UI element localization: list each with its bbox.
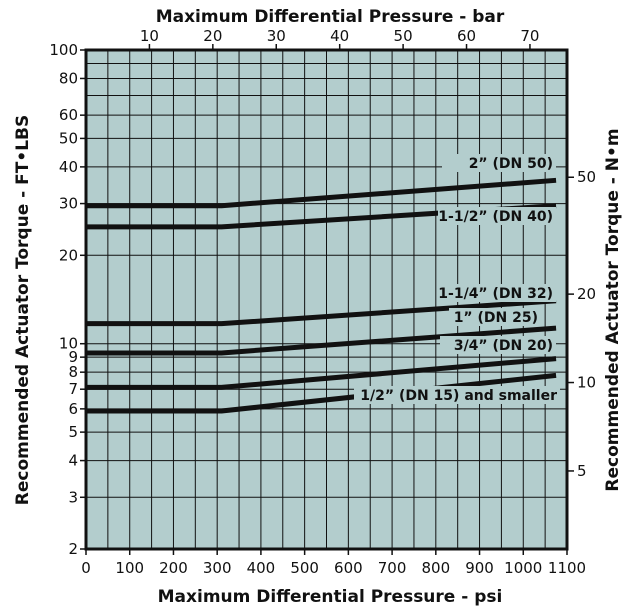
x-tick-label: 600 [334,559,363,577]
y-tick-label: 10 [59,335,78,353]
top-x-tick-label: 10 [140,27,159,45]
x-tick-label: 200 [159,559,188,577]
y-tick-label: 40 [59,158,78,176]
y-tick-label: 2 [68,540,78,558]
series-label: 1” (DN 25) [454,310,538,326]
y-tick-label: 9 [68,348,78,366]
x-tick-label: 500 [290,559,319,577]
top-x-tick-label: 60 [457,27,476,45]
y-tick-label: 50 [59,129,78,147]
x-tick-label: 0 [81,559,91,577]
y-tick-label: 7 [68,380,78,398]
series-label-backdrop [438,207,556,225]
top-x-tick-label: 30 [267,27,286,45]
x-tick-label: 400 [247,559,276,577]
y-tick-label: 3 [68,488,78,506]
top-x-tick-label: 70 [520,27,539,45]
x-tick-label: 100 [115,559,144,577]
x-tick-label: 700 [378,559,407,577]
top-x-tick-label: 50 [394,27,413,45]
x-tick-label: 300 [203,559,232,577]
right-y-tick-label: 50 [577,168,596,186]
y-tick-label: 8 [68,363,78,381]
y-tick-label: 30 [59,195,78,213]
x-tick-label: 800 [421,559,450,577]
right-y-tick-label: 10 [577,374,596,392]
right-y-tick-label: 5 [577,462,587,480]
y-tick-label: 20 [59,246,78,264]
top-x-tick-label: 40 [330,27,349,45]
top-x-axis-title: Maximum Differential Pressure - bar [156,7,505,27]
right-y-tick-label: 20 [577,285,596,303]
top-x-tick-label: 20 [203,27,222,45]
y-tick-label: 4 [68,452,78,470]
series-label: 1-1/4” (DN 32) [438,286,553,302]
series-line [86,356,557,390]
plot-frame [84,48,569,551]
y-tick-label: 60 [59,106,78,124]
series-label-backdrop [354,386,560,404]
y-tick-label: 100 [49,41,78,59]
series-label: 2” (DN 50) [469,156,553,172]
x-axis-title: Maximum Differential Pressure - psi [158,587,503,607]
series-label: 1/2” (DN 15) and smaller [360,388,557,404]
series-line [86,177,557,209]
series-label-backdrop [442,154,556,172]
x-tick-label: 900 [465,559,494,577]
y-tick-label: 5 [68,423,78,441]
series-label-backdrop [438,284,556,302]
series-label: 3/4” (DN 20) [454,338,553,354]
x-tick-label: 1000 [504,559,542,577]
series-line [86,298,557,327]
right-y-axis-title: Recommended Actuator Torque - N•m [603,128,623,491]
y-tick-label: 80 [59,69,78,87]
y-axis-title: Recommended Actuator Torque - FT•LBS [13,115,33,505]
y-tick-label: 6 [68,400,78,418]
series-label-backdrop [449,308,541,326]
x-tick-label: 1100 [548,559,586,577]
series-label: 1-1/2” (DN 40) [438,209,553,225]
series-label-backdrop [440,336,556,354]
